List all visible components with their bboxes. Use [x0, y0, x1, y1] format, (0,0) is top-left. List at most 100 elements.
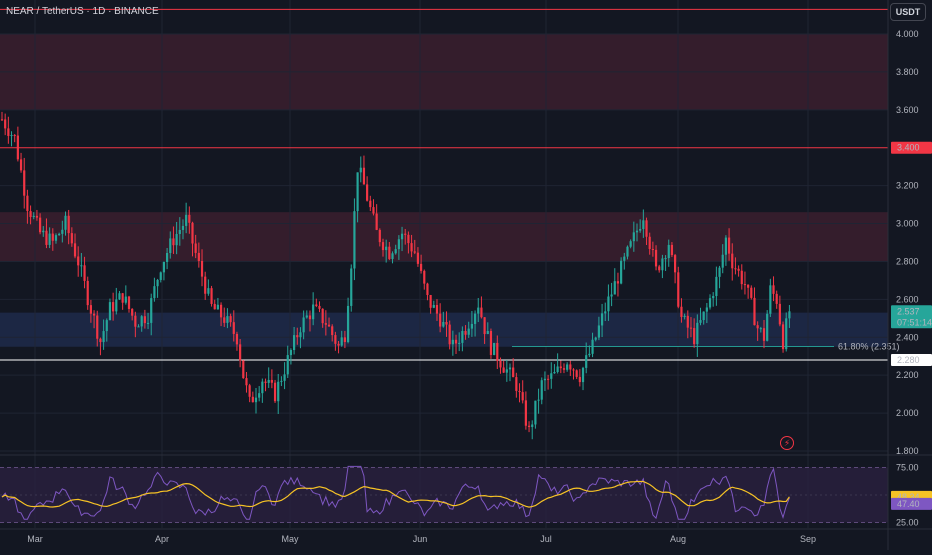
last-price-badge-countdown: 07:51:14: [897, 317, 932, 327]
candle-body: [699, 320, 702, 323]
currency-button[interactable]: USDT: [890, 3, 926, 21]
candle-body: [29, 211, 32, 218]
candle-body: [727, 237, 731, 254]
rsi-ma-badge: 48.34: [897, 492, 920, 502]
candle-body: [718, 267, 721, 277]
candle-body: [772, 285, 775, 294]
candle-body: [200, 260, 204, 277]
candle-body: [534, 400, 537, 425]
lightning-icon[interactable]: ⚡: [780, 436, 794, 450]
candle-body: [442, 321, 445, 327]
price-tick-label: 1.800: [896, 446, 919, 456]
candle-body: [404, 233, 407, 235]
candle-body: [658, 266, 661, 271]
candle-body: [607, 296, 610, 312]
candle-body: [48, 233, 51, 245]
candle-body: [429, 294, 432, 308]
candle-body: [207, 288, 210, 294]
candle-body: [486, 330, 489, 335]
candle-body: [578, 376, 581, 383]
candle-body: [127, 296, 131, 309]
candle-body: [388, 246, 391, 259]
rsi-tick-label: 75.00: [896, 463, 919, 473]
candle-body: [213, 303, 216, 310]
candle-body: [407, 234, 410, 244]
candle-body: [499, 360, 502, 368]
time-tick-label: Jun: [413, 534, 428, 544]
candle-body: [537, 399, 540, 401]
candle-body: [664, 258, 667, 260]
candle-body: [137, 326, 140, 328]
candle-body: [121, 293, 124, 303]
candle-body: [115, 299, 118, 312]
candle-body: [585, 355, 588, 368]
candle-body: [753, 297, 756, 326]
candle-body: [559, 366, 562, 369]
candle-body: [331, 326, 334, 336]
candle-body: [235, 333, 239, 345]
candle-body: [702, 311, 705, 321]
candle-body: [146, 322, 150, 324]
candle-body: [635, 230, 639, 233]
candle-body: [591, 339, 594, 354]
time-tick-label: Aug: [670, 534, 686, 544]
candle-body: [283, 374, 286, 381]
resistance-badge: 3.400: [897, 143, 920, 153]
candle-body: [740, 270, 743, 285]
candle-body: [64, 215, 67, 230]
candle-body: [724, 237, 727, 255]
candle-body: [0, 119, 4, 121]
candle-body: [229, 316, 232, 323]
candle-body: [10, 135, 13, 137]
candle-body: [661, 258, 664, 271]
candle-body: [562, 368, 566, 370]
candle-body: [277, 381, 280, 402]
candle-body: [750, 287, 753, 298]
candle-body: [451, 339, 454, 345]
candle-body: [426, 283, 429, 295]
candle-body: [715, 276, 718, 297]
candle-body: [159, 272, 162, 280]
candle-body: [143, 316, 146, 324]
candle-body: [299, 332, 302, 338]
candle-body: [346, 305, 350, 343]
candle-body: [178, 229, 181, 234]
candle-body: [153, 286, 156, 299]
candle-body: [527, 425, 531, 427]
candle-body: [677, 272, 680, 307]
candle-body: [378, 229, 381, 243]
rsi-panel: [0, 454, 932, 523]
candle-body: [23, 170, 26, 196]
candle-body: [708, 298, 712, 308]
candle-body: [480, 307, 483, 318]
candle-body: [366, 184, 369, 201]
candle-body: [172, 238, 175, 246]
rsi-ma-line: [1, 480, 790, 508]
candle-body: [721, 254, 724, 268]
candle-body: [369, 200, 372, 208]
candle-body: [302, 317, 305, 333]
rsi-badge-bg: [891, 497, 932, 510]
levels-layer: 61.80% (2.351): [0, 8, 900, 361]
candle-body: [334, 335, 337, 344]
candle-body: [54, 235, 58, 241]
candle-body: [216, 304, 219, 310]
candle-body: [102, 331, 105, 343]
candle-body: [372, 207, 375, 214]
candle-body: [245, 378, 248, 386]
candle-body: [639, 229, 642, 231]
price-tick-label: 2.600: [896, 294, 919, 304]
rsi-band: [0, 467, 888, 523]
price-tick-label: 2.000: [896, 408, 919, 418]
candle-body: [483, 317, 486, 335]
candle-body: [785, 318, 788, 350]
supply-zone: [0, 212, 888, 262]
candle-body: [280, 380, 283, 382]
candle-body: [356, 172, 359, 212]
candle-body: [524, 400, 527, 426]
symbol-title[interactable]: NEAR / TetherUS · 1D · BINANCE: [6, 6, 159, 17]
candle-body: [131, 308, 134, 316]
